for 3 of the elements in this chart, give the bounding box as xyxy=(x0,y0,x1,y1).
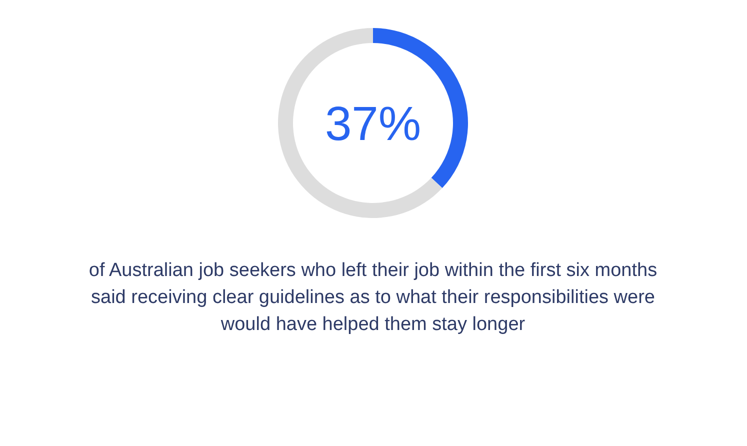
donut-slice xyxy=(278,28,442,218)
text: of Australian job seekers who left their job within the first six months said receiving clear guidelines as to what their responsibilities were would have helped them stay longer xyxy=(88,260,658,335)
text: 37% xyxy=(324,98,422,151)
